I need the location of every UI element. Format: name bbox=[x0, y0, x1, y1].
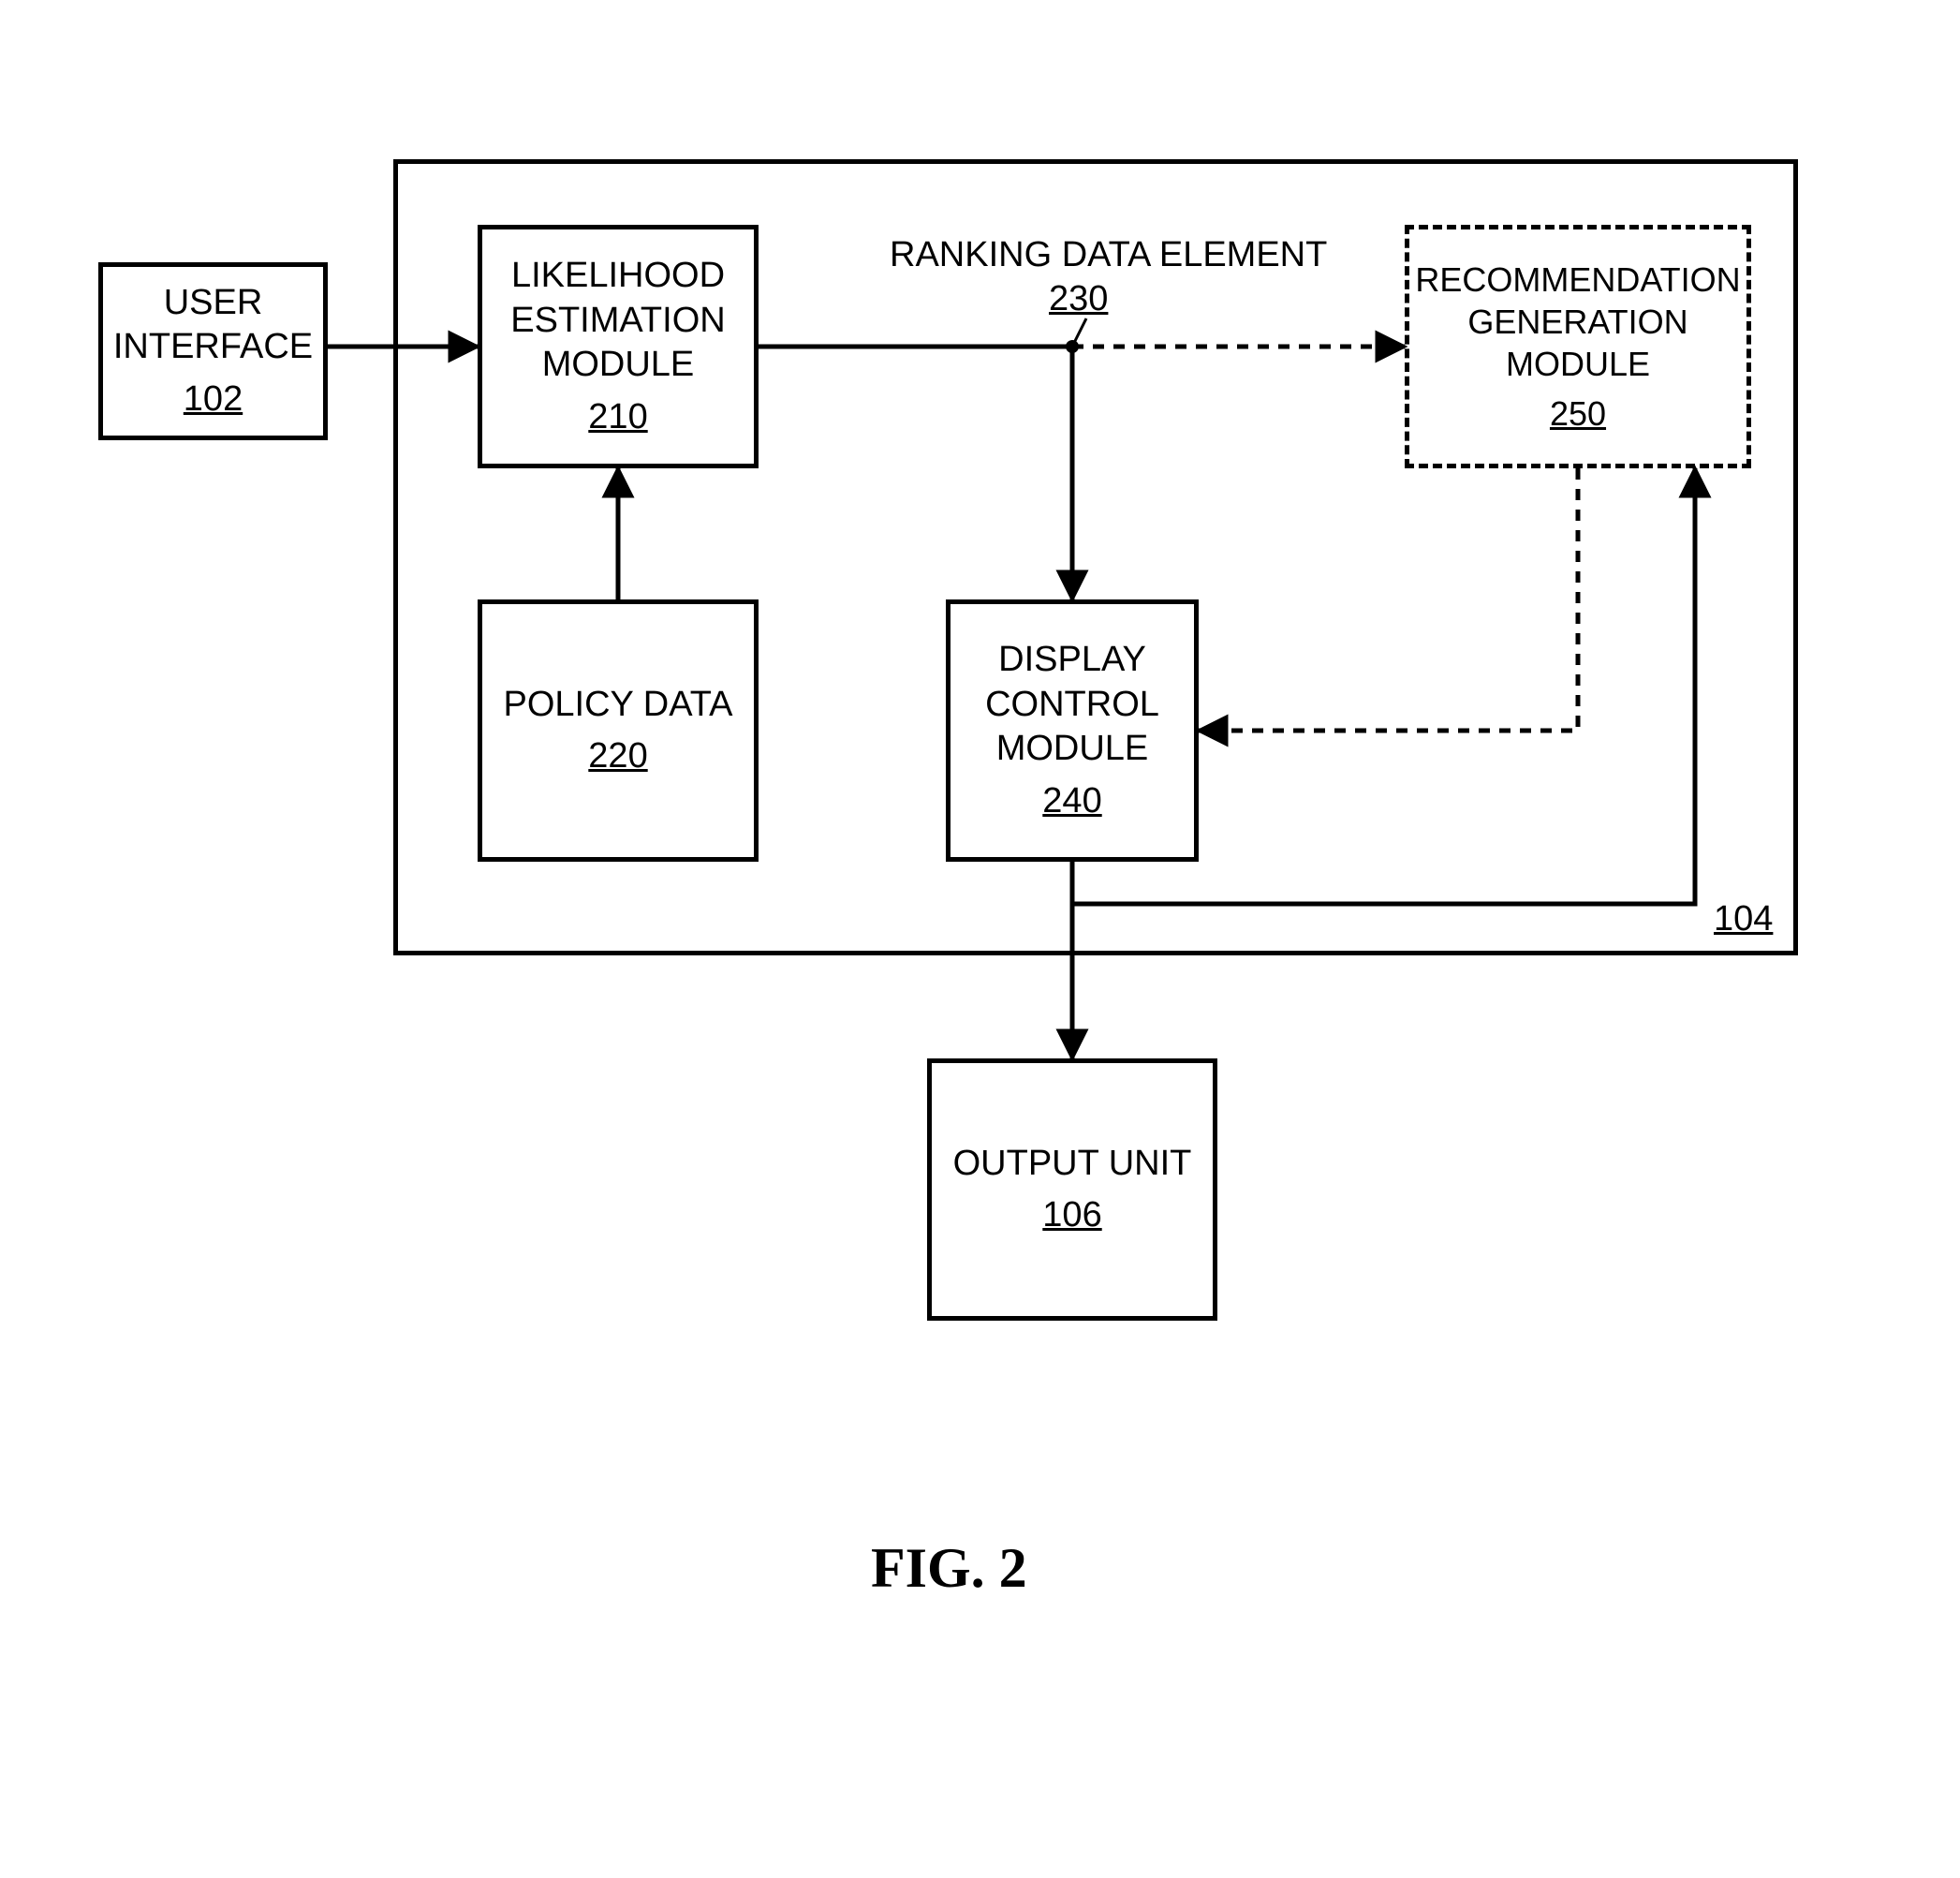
node-display: DISPLAYCONTROLMODULE 240 bbox=[946, 599, 1199, 862]
node-display-label: DISPLAYCONTROLMODULE bbox=[985, 638, 1159, 772]
ranking-num: 230 bbox=[1049, 279, 1108, 319]
node-likelihood: LIKELIHOODESTIMATIONMODULE 210 bbox=[478, 225, 759, 468]
node-recommend-label: RECOMMENDATIONGENERATIONMODULE bbox=[1415, 259, 1740, 385]
node-output-num: 106 bbox=[1042, 1193, 1101, 1238]
node-output-label: OUTPUT UNIT bbox=[953, 1142, 1192, 1187]
node-likelihood-num: 210 bbox=[588, 395, 647, 440]
container-104-num: 104 bbox=[1714, 899, 1773, 939]
diagram-canvas: 104 USERINTERFACE 102 LIKELIHOODESTIMATI… bbox=[0, 0, 1960, 1878]
node-user-interface-label: USERINTERFACE bbox=[113, 281, 313, 370]
node-user-interface-num: 102 bbox=[184, 377, 243, 422]
node-recommend-num: 250 bbox=[1550, 392, 1606, 435]
node-policy-num: 220 bbox=[588, 734, 647, 779]
node-policy: POLICY DATA 220 bbox=[478, 599, 759, 862]
ranking-label: RANKING DATA ELEMENT bbox=[890, 234, 1327, 277]
node-recommend: RECOMMENDATIONGENERATIONMODULE 250 bbox=[1405, 225, 1751, 468]
node-likelihood-label: LIKELIHOODESTIMATIONMODULE bbox=[510, 254, 725, 388]
node-policy-label: POLICY DATA bbox=[504, 683, 733, 728]
node-output: OUTPUT UNIT 106 bbox=[927, 1058, 1217, 1321]
figure-caption: FIG. 2 bbox=[871, 1536, 1027, 1601]
node-display-num: 240 bbox=[1042, 779, 1101, 824]
node-user-interface: USERINTERFACE 102 bbox=[98, 262, 328, 440]
